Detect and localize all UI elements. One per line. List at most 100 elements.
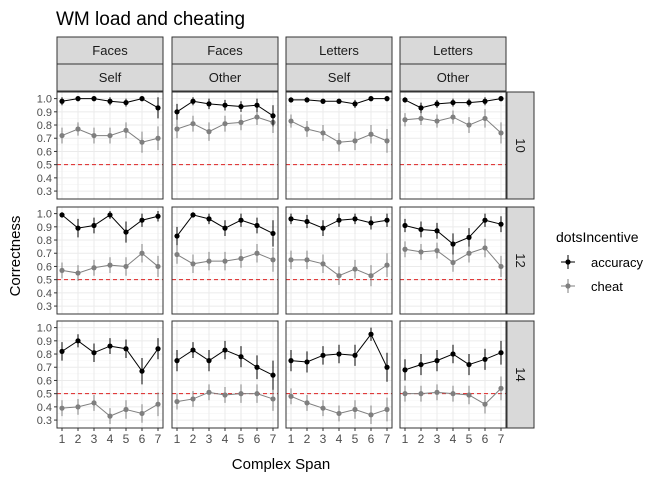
legend-label-accuracy: accuracy (591, 255, 644, 270)
accuracy-point (155, 346, 161, 352)
cheat-point (206, 389, 212, 395)
cheat-point (482, 115, 488, 122)
accuracy-point (434, 358, 440, 364)
cheat-point (59, 132, 65, 139)
accuracy-point (270, 372, 276, 378)
cheat-point (107, 132, 113, 139)
x-tick-label: 5 (352, 432, 359, 446)
legend-title: dotsIncentive (556, 229, 639, 245)
x-tick-label: 1 (402, 432, 409, 446)
accuracy-point (368, 331, 374, 337)
cheat-point (222, 121, 228, 127)
x-tick-label: 1 (288, 432, 295, 446)
cheat-point (238, 255, 244, 262)
cheat-point (123, 406, 129, 413)
cheat-point (254, 391, 260, 397)
legend: dotsIncentive accuracy cheat (556, 229, 644, 294)
cheat-point (304, 257, 310, 263)
cheat-point (91, 132, 97, 139)
accuracy-point (466, 361, 472, 368)
cheat-point (466, 122, 472, 128)
cheat-point (320, 261, 326, 267)
panel-border (399, 206, 507, 315)
facet-strip-row-12 (506, 206, 535, 315)
cheat-point (123, 127, 129, 133)
accuracy-point (254, 222, 260, 229)
cheat-point (288, 393, 294, 399)
x-tick-label: 1 (174, 432, 181, 446)
accuracy-point (498, 96, 504, 102)
accuracy-point (402, 222, 408, 229)
y-tick-label: 0.8 (37, 349, 52, 361)
facet-strip-label-bottom-1: Self (99, 70, 122, 85)
panel-r1-c1: 0.30.40.5 0.60.70.80.91.0 (37, 91, 164, 200)
y-tick-label: 0.4 (37, 402, 52, 414)
y-tick-label: 0.5 (37, 389, 52, 401)
accuracy-point (75, 225, 81, 231)
cheat-point (450, 114, 456, 120)
accuracy-point (155, 105, 161, 111)
cheat-point (434, 389, 440, 395)
facet-strip-top-1 (56, 36, 164, 65)
facet-strip-label-top-1: Faces (92, 43, 128, 58)
facet-strip-bottom-1 (56, 63, 164, 92)
facet-strip-label-bottom-4: Other (437, 70, 470, 85)
cheat-point (304, 400, 310, 406)
cheat-point (254, 250, 260, 256)
facet-strip-row-label-14: 14 (513, 367, 528, 381)
cheat-point (91, 400, 97, 406)
accuracy-point (59, 98, 65, 104)
facet-strip-row-label-12: 12 (513, 253, 528, 267)
cheat-point (238, 119, 244, 125)
cheat-point (402, 391, 408, 397)
x-tick-label: 3 (434, 432, 441, 446)
cheat-point (270, 396, 276, 402)
cheat-point (139, 410, 145, 417)
cheat-point (450, 259, 456, 266)
cheat-point (174, 251, 180, 258)
cheat-point (320, 130, 326, 136)
accuracy-point (336, 98, 342, 104)
x-tick-label: 5 (238, 432, 245, 446)
accuracy-point (434, 228, 440, 234)
cheat-point (450, 391, 456, 397)
accuracy-point (190, 212, 196, 218)
cheat-point (75, 126, 81, 132)
y-tick-label: 0.9 (37, 336, 52, 348)
cheat-point (288, 257, 294, 263)
x-tick-label: 6 (368, 432, 375, 446)
y-tick-label: 0.3 (37, 186, 52, 198)
panel-r2-c4 (399, 206, 507, 315)
x-tick-label: 4 (336, 432, 343, 446)
accuracy-point (174, 233, 180, 239)
x-tick-label: 2 (190, 432, 197, 446)
y-tick-label: 0.6 (37, 261, 52, 273)
legend-key-accuracy-point (565, 259, 571, 265)
accuracy-point (336, 217, 342, 223)
cheat-point (206, 129, 212, 135)
x-tick-label: 2 (75, 432, 82, 446)
accuracy-point (368, 220, 374, 226)
cheat-point (368, 131, 374, 137)
cheat-point (482, 401, 488, 407)
accuracy-point (123, 346, 129, 352)
cheat-point (190, 121, 196, 127)
x-tick-label: 6 (139, 432, 146, 446)
panel-r2-c2 (171, 206, 279, 315)
accuracy-point (270, 113, 276, 119)
accuracy-point (352, 101, 358, 107)
cheat-point (368, 412, 374, 418)
cheat-point (320, 405, 326, 411)
y-tick-label: 0.7 (37, 133, 52, 145)
facet-strip-label-top-3: Letters (319, 43, 359, 58)
x-tick-label: 4 (107, 432, 114, 446)
y-tick-label: 1.0 (37, 323, 52, 335)
accuracy-point (222, 347, 228, 353)
y-axis-label: Correctness (7, 216, 24, 297)
panel-r2-c3 (285, 206, 393, 315)
accuracy-point (91, 350, 97, 356)
legend-keys (561, 255, 575, 293)
panel-border (56, 91, 164, 200)
